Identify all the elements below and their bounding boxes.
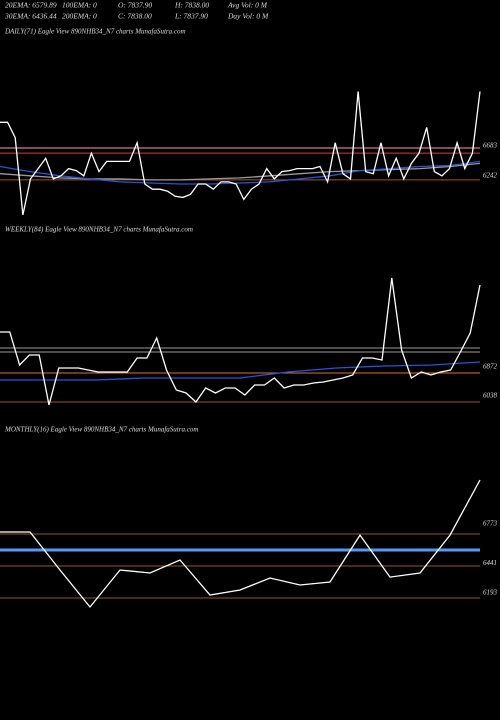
header-stat: 20EMA: 6579.89 [5, 1, 57, 10]
panel: DAILY(71) Eagle View 890NHB34_N7 charts … [0, 28, 498, 216]
header-stat: H: 7838.00 [174, 1, 209, 10]
price-line [0, 160, 481, 185]
panel: WEEKLY(84) Eagle View 890NHB34_N7 charts… [0, 226, 498, 406]
y-tick-label: 6683 [483, 142, 498, 150]
price-line [0, 361, 481, 381]
header-stat: 100EMA: 0 [62, 1, 97, 10]
header-stat: 200EMA: 0 [62, 12, 97, 21]
y-tick-label: 6038 [483, 392, 498, 400]
panel-title: WEEKLY(84) Eagle View 890NHB34_N7 charts… [5, 226, 193, 234]
y-tick-label: 6872 [483, 363, 498, 371]
panel-title: MONTHLY(16) Eagle View 890NHB34_N7 chart… [4, 426, 198, 434]
y-tick-label: 6441 [483, 559, 497, 567]
y-tick-label: 6242 [483, 171, 498, 179]
panel: MONTHLY(16) Eagle View 890NHB34_N7 chart… [0, 426, 498, 609]
header: 20EMA: 6579.89 100EMA: 0 O: 7837.90 H: 7838… [4, 1, 269, 21]
panel-title: DAILY(71) Eagle View 890NHB34_N7 charts … [4, 28, 186, 36]
header-stat: 30EMA: 6436.44 [4, 12, 57, 21]
header-stat: Avg Vol: 0 M [227, 1, 268, 10]
header-stat: L: 7837.90 [174, 12, 208, 21]
price-line [0, 277, 481, 406]
y-tick-label: 6193 [483, 589, 498, 597]
header-stat: Day Vol: 0 M [227, 12, 269, 21]
y-tick-label: 6773 [483, 520, 498, 528]
price-line [0, 91, 481, 216]
price-line [0, 479, 481, 609]
header-stat: C: 7838.00 [118, 12, 152, 21]
header-stat: O: 7837.90 [118, 1, 152, 10]
panels: DAILY(71) Eagle View 890NHB34_N7 charts … [0, 28, 498, 609]
